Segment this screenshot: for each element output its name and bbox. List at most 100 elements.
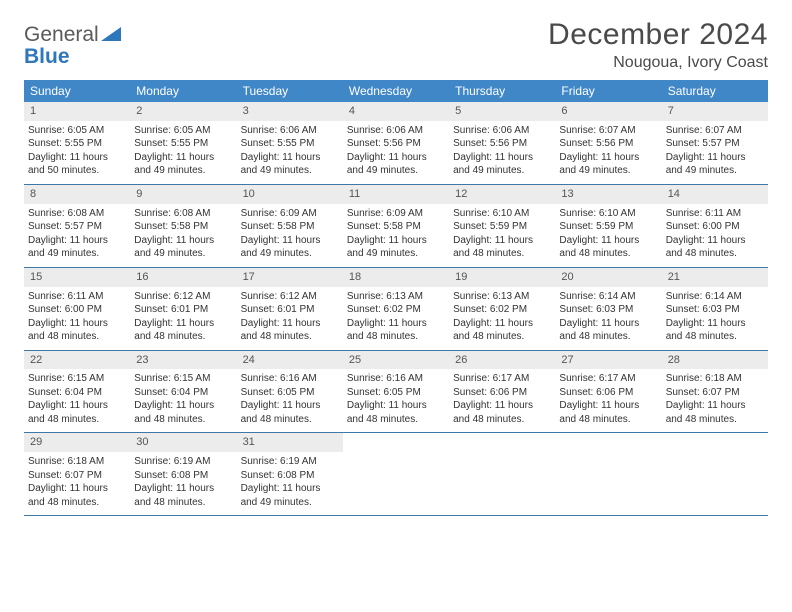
dow-cell: Tuesday	[237, 80, 343, 102]
day-sunset: Sunset: 5:59 PM	[559, 220, 657, 234]
calendar-day: 5Sunrise: 6:06 AMSunset: 5:56 PMDaylight…	[449, 102, 555, 184]
day-number: 19	[449, 268, 555, 287]
day-sunset: Sunset: 6:00 PM	[28, 303, 126, 317]
day-daylight: Daylight: 11 hours and 49 minutes.	[28, 234, 126, 261]
day-number: 25	[343, 351, 449, 370]
day-number: 10	[237, 185, 343, 204]
logo-text: General Blue	[24, 24, 121, 68]
day-sunrise: Sunrise: 6:18 AM	[666, 372, 764, 386]
day-sunrise: Sunrise: 6:12 AM	[134, 290, 232, 304]
day-daylight: Daylight: 11 hours and 48 minutes.	[666, 399, 764, 426]
calendar-day: 11Sunrise: 6:09 AMSunset: 5:58 PMDayligh…	[343, 185, 449, 267]
day-sunrise: Sunrise: 6:16 AM	[347, 372, 445, 386]
calendar-day: 17Sunrise: 6:12 AMSunset: 6:01 PMDayligh…	[237, 268, 343, 350]
header: General Blue December 2024 Nougoua, Ivor…	[24, 18, 768, 72]
day-daylight: Daylight: 11 hours and 48 minutes.	[28, 317, 126, 344]
weeks-container: 1Sunrise: 6:05 AMSunset: 5:55 PMDaylight…	[24, 102, 768, 516]
day-daylight: Daylight: 11 hours and 48 minutes.	[559, 234, 657, 261]
day-sunset: Sunset: 6:05 PM	[347, 386, 445, 400]
day-number: 2	[130, 102, 236, 121]
calendar-day: 3Sunrise: 6:06 AMSunset: 5:55 PMDaylight…	[237, 102, 343, 184]
calendar-day: 30Sunrise: 6:19 AMSunset: 6:08 PMDayligh…	[130, 433, 236, 515]
calendar-day: 31Sunrise: 6:19 AMSunset: 6:08 PMDayligh…	[237, 433, 343, 515]
day-number: 9	[130, 185, 236, 204]
day-sunrise: Sunrise: 6:05 AM	[134, 124, 232, 138]
day-sunset: Sunset: 5:56 PM	[559, 137, 657, 151]
day-daylight: Daylight: 11 hours and 48 minutes.	[453, 234, 551, 261]
day-number: 26	[449, 351, 555, 370]
day-sunset: Sunset: 5:58 PM	[241, 220, 339, 234]
day-number: 14	[662, 185, 768, 204]
day-daylight: Daylight: 11 hours and 48 minutes.	[241, 399, 339, 426]
day-number: 29	[24, 433, 130, 452]
day-sunrise: Sunrise: 6:09 AM	[241, 207, 339, 221]
day-sunrise: Sunrise: 6:06 AM	[453, 124, 551, 138]
day-number: 27	[555, 351, 661, 370]
calendar-day: 25 Sunrise: 6:16 AMSunset: 6:05 PMDayligh…	[343, 351, 449, 433]
day-sunrise: Sunrise: 6:09 AM	[347, 207, 445, 221]
day-number: 20	[555, 268, 661, 287]
day-daylight: Daylight: 11 hours and 49 minutes.	[559, 151, 657, 178]
day-daylight: Daylight: 11 hours and 48 minutes.	[134, 482, 232, 509]
day-sunset: Sunset: 6:06 PM	[559, 386, 657, 400]
calendar-day: 26 Sunrise: 6:17 AMSunset: 6:06 PMDayligh…	[449, 351, 555, 433]
day-daylight: Daylight: 11 hours and 48 minutes.	[347, 317, 445, 344]
day-sunset: Sunset: 6:03 PM	[559, 303, 657, 317]
day-of-week-header: SundayMondayTuesdayWednesdayThursdayFrid…	[24, 80, 768, 102]
calendar-day: 10 Sunrise: 6:09 AMSunset: 5:58 PMDayligh…	[237, 185, 343, 267]
day-number: 5	[449, 102, 555, 121]
day-daylight: Daylight: 11 hours and 50 minutes.	[28, 151, 126, 178]
day-sunset: Sunset: 5:58 PM	[134, 220, 232, 234]
calendar-day: 15Sunrise: 6:11 AMSunset: 6:00 PMDayligh…	[24, 268, 130, 350]
day-daylight: Daylight: 11 hours and 48 minutes.	[453, 399, 551, 426]
day-sunrise: Sunrise: 6:18 AM	[28, 455, 126, 469]
day-daylight: Daylight: 11 hours and 48 minutes.	[347, 399, 445, 426]
day-sunrise: Sunrise: 6:16 AM	[241, 372, 339, 386]
day-number: 11	[343, 185, 449, 204]
calendar-day: 22Sunrise: 6:15 AMSunset: 6:04 PMDayligh…	[24, 351, 130, 433]
calendar-day: 7Sunrise: 6:07 AMSunset: 5:57 PMDaylight…	[662, 102, 768, 184]
day-daylight: Daylight: 11 hours and 49 minutes.	[241, 234, 339, 261]
calendar-day: 27Sunrise: 6:17 AMSunset: 6:06 PMDayligh…	[555, 351, 661, 433]
day-sunrise: Sunrise: 6:17 AM	[453, 372, 551, 386]
day-daylight: Daylight: 11 hours and 48 minutes.	[28, 399, 126, 426]
day-daylight: Daylight: 11 hours and 49 minutes.	[241, 482, 339, 509]
day-daylight: Daylight: 11 hours and 48 minutes.	[241, 317, 339, 344]
day-daylight: Daylight: 11 hours and 48 minutes.	[666, 234, 764, 261]
day-sunrise: Sunrise: 6:14 AM	[559, 290, 657, 304]
calendar-week: 29Sunrise: 6:18 AMSunset: 6:07 PMDayligh…	[24, 433, 768, 516]
day-sunset: Sunset: 5:56 PM	[453, 137, 551, 151]
day-daylight: Daylight: 11 hours and 48 minutes.	[453, 317, 551, 344]
day-sunset: Sunset: 5:55 PM	[134, 137, 232, 151]
day-sunrise: Sunrise: 6:06 AM	[241, 124, 339, 138]
day-sunset: Sunset: 6:02 PM	[453, 303, 551, 317]
day-sunset: Sunset: 5:56 PM	[347, 137, 445, 151]
day-daylight: Daylight: 11 hours and 49 minutes.	[134, 151, 232, 178]
day-sunset: Sunset: 6:06 PM	[453, 386, 551, 400]
day-number: 4	[343, 102, 449, 121]
day-sunset: Sunset: 6:03 PM	[666, 303, 764, 317]
calendar-day: 8Sunrise: 6:08 AMSunset: 5:57 PMDaylight…	[24, 185, 130, 267]
day-sunrise: Sunrise: 6:15 AM	[134, 372, 232, 386]
dow-cell: Monday	[130, 80, 236, 102]
day-sunrise: Sunrise: 6:15 AM	[28, 372, 126, 386]
calendar-day: 18Sunrise: 6:13 AMSunset: 6:02 PMDayligh…	[343, 268, 449, 350]
calendar-week: 15Sunrise: 6:11 AMSunset: 6:00 PMDayligh…	[24, 268, 768, 351]
day-sunset: Sunset: 5:57 PM	[666, 137, 764, 151]
calendar-day: 14Sunrise: 6:11 AMSunset: 6:00 PMDayligh…	[662, 185, 768, 267]
day-sunrise: Sunrise: 6:17 AM	[559, 372, 657, 386]
day-sunrise: Sunrise: 6:08 AM	[134, 207, 232, 221]
day-sunset: Sunset: 6:05 PM	[241, 386, 339, 400]
calendar-day-empty	[449, 433, 555, 515]
calendar-day: 6Sunrise: 6:07 AMSunset: 5:56 PMDaylight…	[555, 102, 661, 184]
day-number: 1	[24, 102, 130, 121]
calendar-day: 2 Sunrise: 6:05 AMSunset: 5:55 PMDaylight…	[130, 102, 236, 184]
day-sunset: Sunset: 5:55 PM	[28, 137, 126, 151]
day-sunrise: Sunrise: 6:11 AM	[28, 290, 126, 304]
calendar-day: 1Sunrise: 6:05 AMSunset: 5:55 PMDaylight…	[24, 102, 130, 184]
day-sunset: Sunset: 5:58 PM	[347, 220, 445, 234]
day-sunrise: Sunrise: 6:19 AM	[134, 455, 232, 469]
day-sunset: Sunset: 5:55 PM	[241, 137, 339, 151]
day-daylight: Daylight: 11 hours and 49 minutes.	[241, 151, 339, 178]
day-sunset: Sunset: 6:04 PM	[134, 386, 232, 400]
